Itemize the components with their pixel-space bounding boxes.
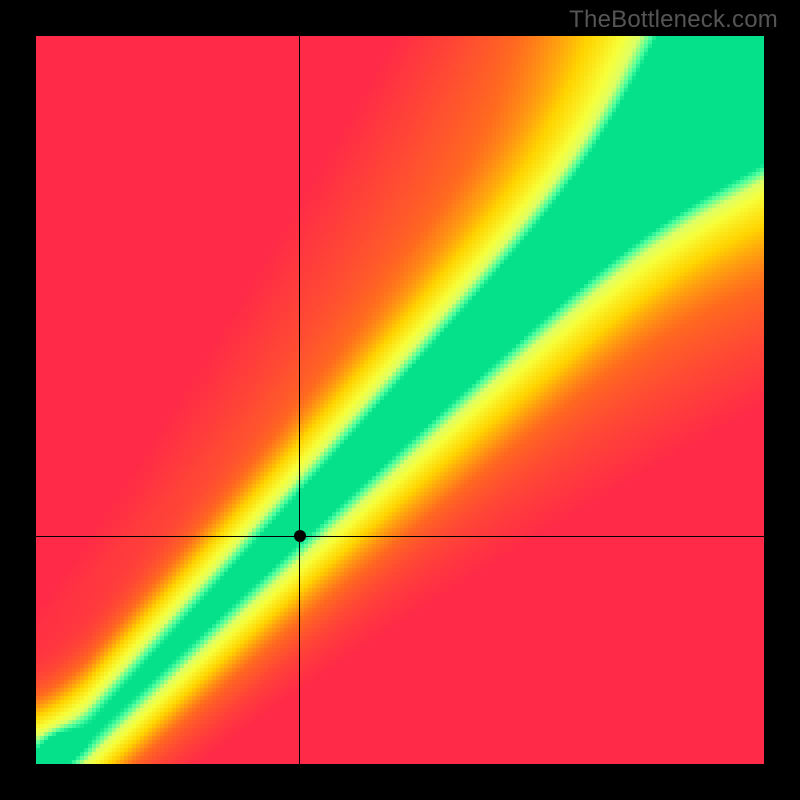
crosshair-horizontal	[36, 536, 764, 537]
heatmap-plot	[36, 36, 764, 764]
crosshair-marker	[294, 530, 306, 542]
watermark-text: TheBottleneck.com	[569, 6, 778, 34]
crosshair-vertical	[299, 36, 300, 764]
heatmap-canvas	[36, 36, 764, 764]
